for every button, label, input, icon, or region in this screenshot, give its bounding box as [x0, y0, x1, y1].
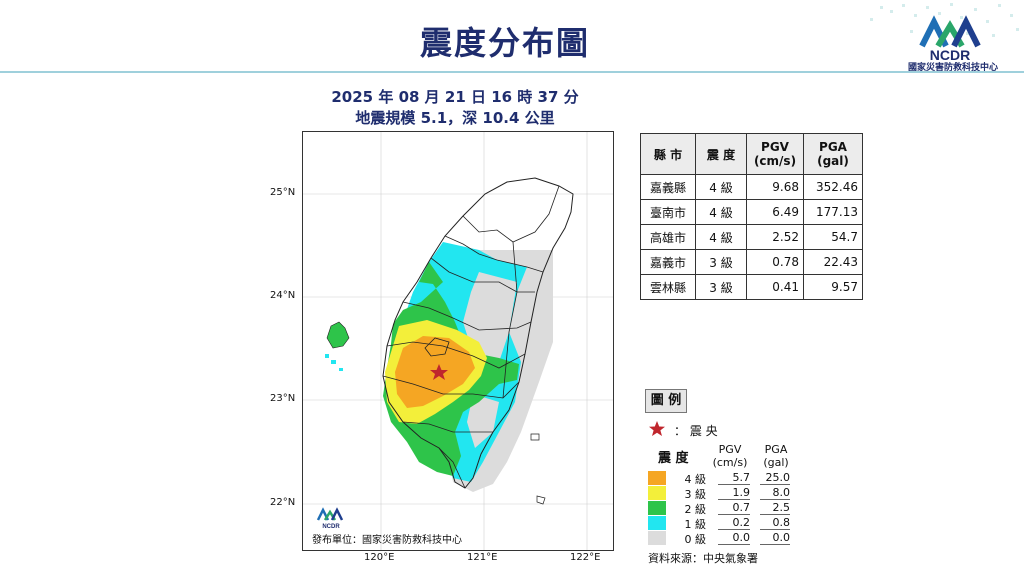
event-time: 2025 年 08 月 21 日 16 時 37 分 — [331, 88, 579, 106]
legend-pgv-value: 5.7 — [718, 471, 750, 485]
issuer-label: 發布單位：國家災害防救科技中心 — [312, 535, 462, 546]
legend-level-label: 4 級 — [684, 473, 707, 486]
legend-swatch — [648, 531, 666, 545]
data-source: 資料來源：中央氣象署 — [648, 552, 758, 565]
ncdr-logo-small: NCDR — [316, 507, 344, 530]
legend-pgv-value: 0.7 — [718, 501, 750, 515]
table-header: PGV (cm/s) — [746, 133, 804, 175]
svg-text:NCDR: NCDR — [322, 524, 340, 530]
header-divider — [0, 71, 1024, 73]
table-row: 高雄市 4 級 2.52 54.7 — [640, 224, 863, 250]
star-icon — [649, 421, 665, 436]
event-magnitude: 地震規模 5.1，深 10.4 公里 — [355, 109, 555, 127]
legend-pga-value: 2.5 — [760, 501, 790, 515]
legend-pga-value: 25.0 — [760, 471, 790, 485]
table-row: 嘉義縣 4 級 9.68 352.46 — [640, 174, 863, 200]
lon-label: 122°E — [570, 552, 601, 563]
table-header: PGA (gal) — [803, 133, 863, 175]
table-header: 震 度 — [695, 133, 747, 175]
legend-pgv-header: PGV (cm/s) — [712, 443, 748, 469]
legend-epicenter-label: ： 震 央 — [674, 424, 718, 438]
map-canvas — [303, 132, 613, 550]
legend-intensity-header: 震 度 — [658, 451, 689, 466]
intensity-map — [302, 131, 614, 551]
svg-text:NCDR: NCDR — [930, 47, 970, 63]
legend-pga-value: 8.0 — [760, 486, 790, 500]
legend-pgv-value: 0.0 — [718, 531, 750, 545]
lat-label: 24°N — [270, 290, 296, 301]
table-row: 雲林縣 3 級 0.41 9.57 — [640, 274, 863, 300]
legend-pgv-value: 0.2 — [718, 516, 750, 530]
lat-label: 22°N — [270, 497, 296, 508]
legend-swatch — [648, 501, 666, 515]
table-row: 臺南市 4 級 6.49 177.13 — [640, 199, 863, 225]
lon-label: 120°E — [364, 552, 395, 563]
legend-swatch — [648, 516, 666, 530]
legend-pga-value: 0.8 — [760, 516, 790, 530]
legend-level-label: 3 級 — [684, 488, 707, 501]
taiwan-outline — [382, 177, 574, 489]
legend-level-label: 0 級 — [684, 533, 707, 546]
legend-swatch — [648, 471, 666, 485]
intensity-table: 縣 市 震 度 PGV (cm/s) PGA (gal) 嘉義縣 4 級 9.68… — [640, 133, 863, 300]
legend-pgv-value: 1.9 — [718, 486, 750, 500]
ncdr-logo: NCDR — [919, 15, 981, 63]
org-name: 國家災害防救科技中心 — [907, 63, 998, 73]
legend-level-label: 1 級 — [684, 518, 707, 531]
legend-swatch — [648, 486, 666, 500]
epicenter-star — [430, 364, 448, 380]
table-row: 嘉義市 3 級 0.78 22.43 — [640, 249, 863, 275]
table-header: 縣 市 — [640, 133, 696, 175]
lon-label: 121°E — [467, 552, 498, 563]
legend-title: 圖 例 — [645, 389, 687, 413]
page-title: 震度分布圖 — [419, 24, 590, 62]
legend-pga-value: 0.0 — [760, 531, 790, 545]
lat-label: 23°N — [270, 393, 296, 404]
lat-label: 25°N — [270, 187, 296, 198]
legend-pga-header: PGA (gal) — [763, 443, 789, 469]
legend-level-label: 2 級 — [684, 503, 707, 516]
penghu-islands — [326, 321, 350, 349]
